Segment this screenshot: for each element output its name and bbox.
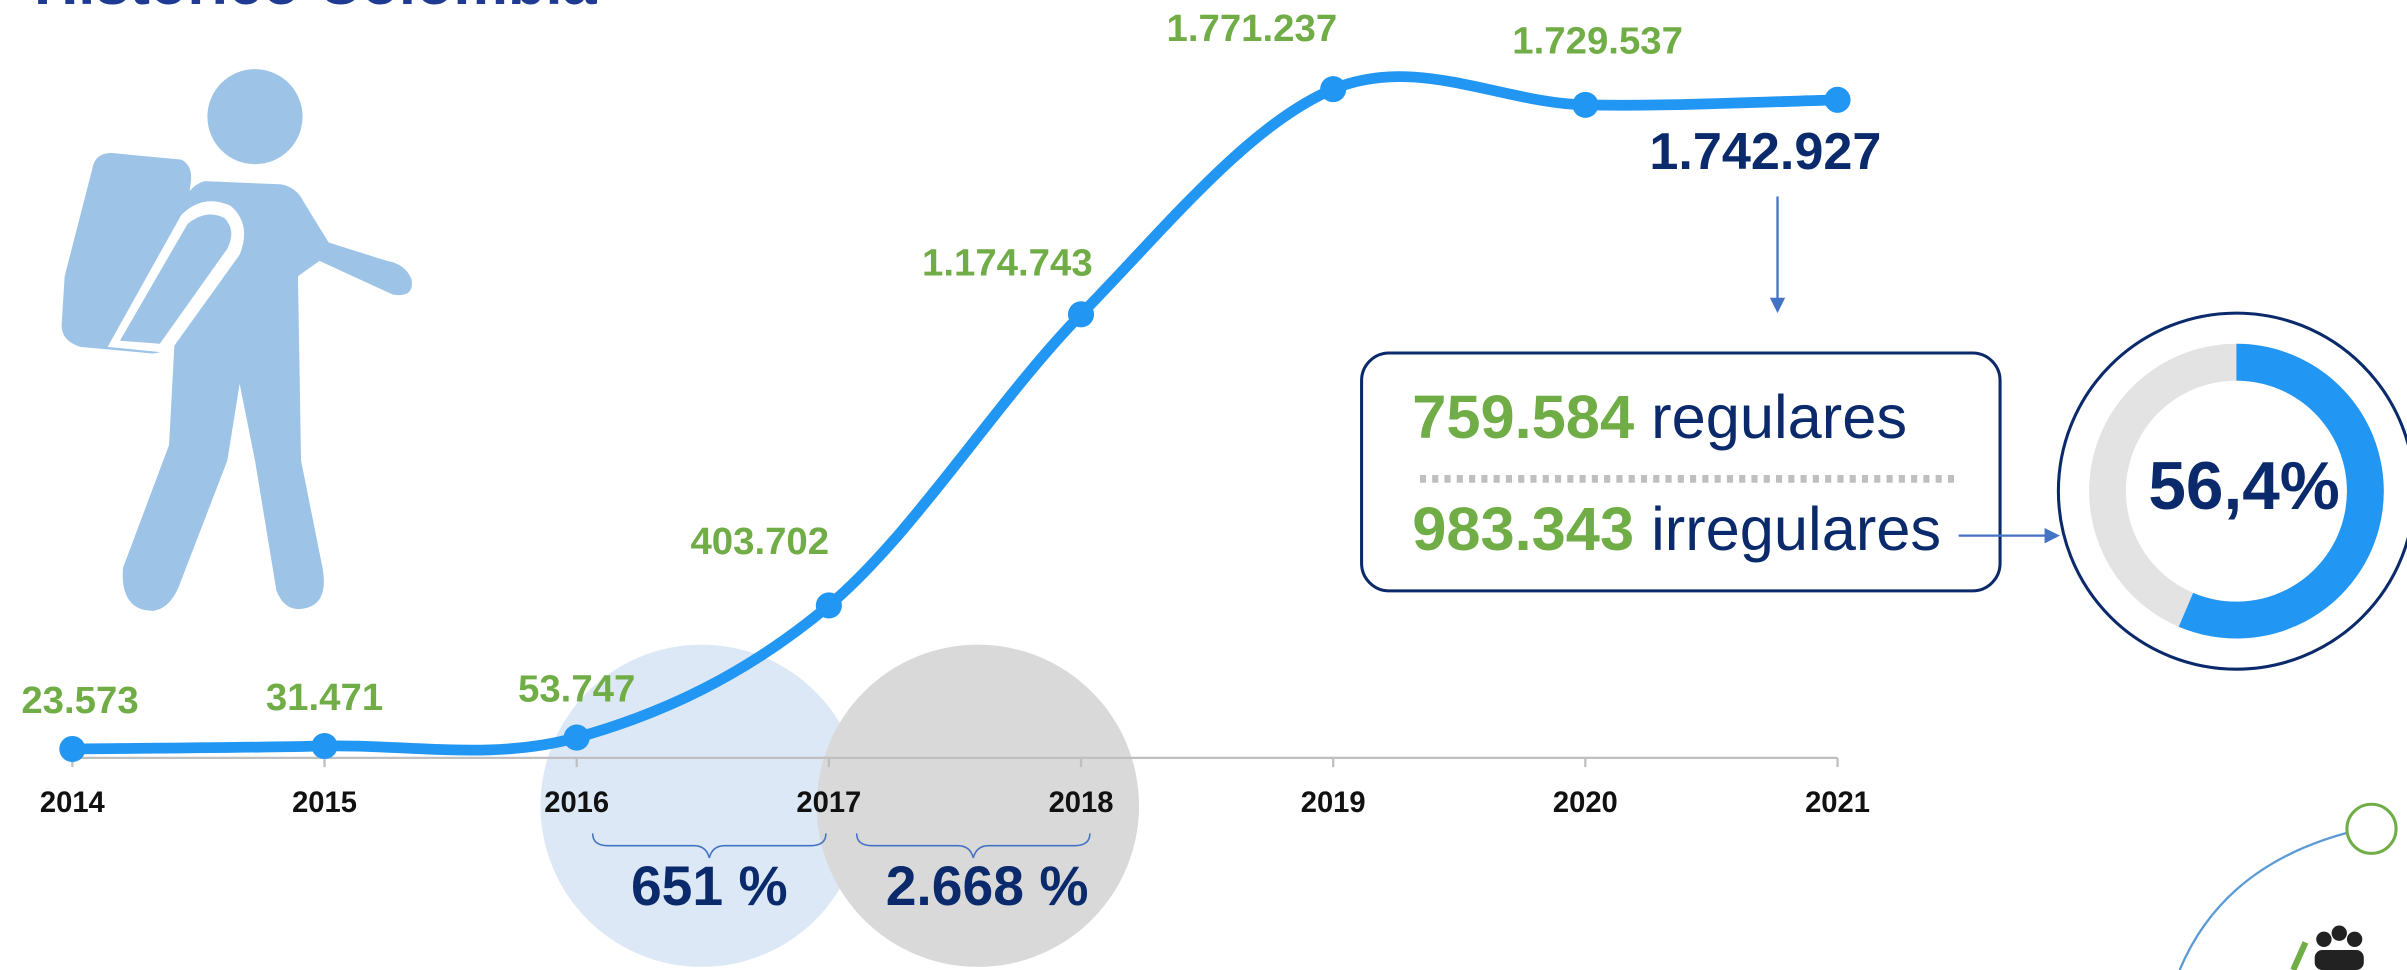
- point: [1068, 301, 1094, 327]
- value-label: 53.747: [518, 668, 635, 711]
- title: Histórico Colombia: [34, 0, 598, 18]
- x-tick-label: 2014: [40, 787, 106, 819]
- value-label: 1.771.237: [1167, 7, 1338, 50]
- value-label: 1.742.927: [1649, 123, 1881, 181]
- growth-label: 651 %: [631, 855, 788, 917]
- infographic: Histórico Colombia 2014 2015 2016 2017 2018 2…: [0, 0, 2407, 970]
- point: [1824, 87, 1850, 113]
- point: [1320, 76, 1346, 102]
- value-label: 1.729.537: [1512, 20, 1683, 63]
- point: [564, 725, 590, 751]
- point: [1572, 92, 1598, 118]
- donut-label: 56,4%: [2148, 449, 2339, 524]
- x-tick-label: 2017: [796, 787, 861, 819]
- growth-label: 2.668 %: [886, 855, 1089, 917]
- breakdown-value: 983.343: [1412, 495, 1634, 564]
- breakdown-value: 759.584: [1412, 383, 1634, 452]
- logo-people: [2315, 925, 2364, 970]
- point: [311, 733, 337, 759]
- breakdown-line: 983.343 irregulares: [1412, 495, 1941, 564]
- x-tick-label: 2016: [544, 787, 609, 819]
- value-label: 403.702: [690, 520, 829, 563]
- breakdown-text: regulares: [1651, 383, 1907, 452]
- logo-leaf: [2293, 942, 2305, 970]
- value-label: 23.573: [21, 679, 138, 722]
- breakdown-text: irregulares: [1651, 495, 1941, 564]
- logo-arc: [2180, 829, 2364, 970]
- logo-dot: [2347, 804, 2396, 853]
- arrow-head: [1770, 298, 1785, 313]
- value-label: 31.471: [266, 676, 383, 719]
- breakdown-line: 759.584 regulares: [1412, 383, 1907, 452]
- x-tick-label: 2021: [1805, 787, 1870, 819]
- hiker-icon: [62, 69, 412, 611]
- x-tick-label: 2018: [1049, 787, 1114, 819]
- value-label: 1.174.743: [922, 241, 1093, 284]
- x-tick-label: 2020: [1553, 787, 1618, 819]
- point: [816, 592, 842, 618]
- arrow-head: [2045, 528, 2060, 543]
- x-tick-label: 2015: [292, 787, 357, 819]
- x-tick-label: 2019: [1301, 787, 1366, 819]
- point: [59, 736, 85, 762]
